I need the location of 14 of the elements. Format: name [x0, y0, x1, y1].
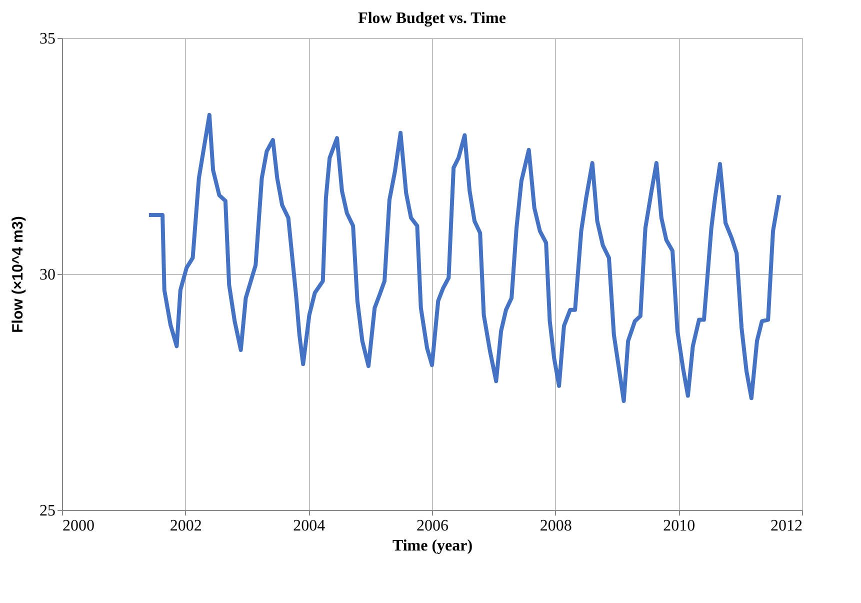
- x-tick-label: 2010: [663, 518, 696, 534]
- chart-title: Flow Budget vs. Time: [358, 10, 506, 27]
- x-axis-title: Time (year): [392, 538, 473, 554]
- y-tick-label: 25: [40, 502, 56, 520]
- y-axis-title: Flow (×10^4 m3): [10, 216, 26, 333]
- line-series: [146, 112, 782, 403]
- x-tick-label: 2004: [293, 518, 326, 534]
- y-tick-label: 30: [40, 266, 56, 284]
- x-tick-label: 2008: [540, 518, 572, 534]
- x-tick-label: 2006: [416, 518, 448, 534]
- x-tick-label: 2000: [62, 518, 94, 534]
- x-tick-label: 2002: [170, 518, 202, 534]
- x-tick-label: 2012: [770, 518, 802, 534]
- y-tick-label: 35: [40, 30, 56, 48]
